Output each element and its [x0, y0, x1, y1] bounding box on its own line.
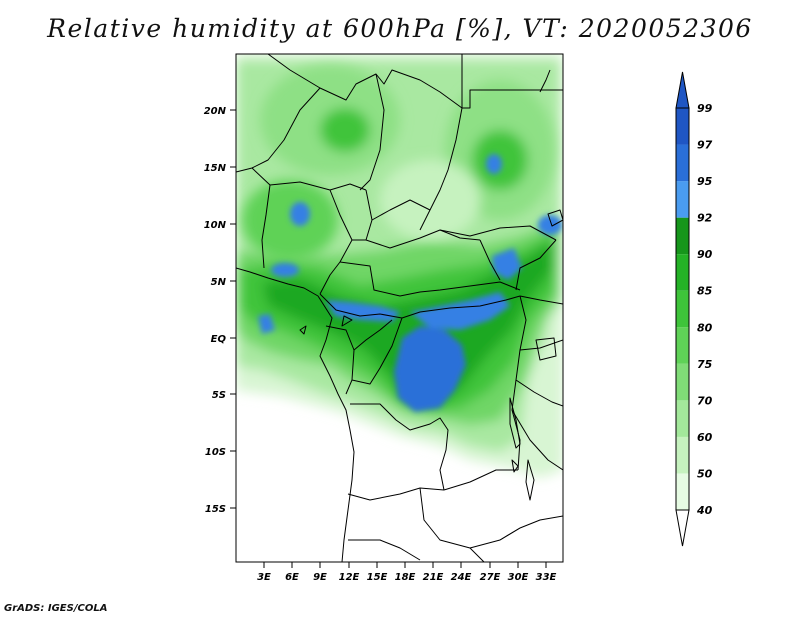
colorbar-label: 80 [697, 321, 713, 334]
x-tick-label: 9E [313, 572, 327, 583]
colorbar-label: 85 [697, 285, 713, 298]
rh-core-gabon [258, 314, 275, 334]
colorbar-label: 97 [697, 139, 713, 152]
map-frame [235, 53, 564, 563]
rh-core-uganda [492, 248, 522, 280]
rh-core-east [538, 215, 562, 235]
colorbar-segment [676, 400, 689, 437]
colorbar-segment [676, 363, 689, 401]
y-tick-label: 5S [212, 390, 226, 401]
colorbar-segment [676, 144, 689, 182]
humidity-field [236, 54, 563, 562]
x-tick-label: 6E [285, 572, 299, 583]
colorbar-label: 75 [697, 358, 713, 371]
grads-credit: GrADS: IGES/COLA [4, 603, 108, 614]
x-tick-label: 18E [395, 572, 416, 583]
rh-core-sudan [486, 154, 502, 174]
colorbar-label: 50 [697, 467, 713, 480]
colorbar-bottom-arrow [675, 509, 690, 547]
map-title: Relative humidity at 600hPa [%], VT: 202… [47, 14, 753, 43]
country-borders [236, 54, 563, 562]
colorbar-label: 99 [697, 102, 713, 115]
colorbar-segment [676, 473, 689, 510]
x-tick-label: 33E [536, 572, 557, 583]
colorbar: 40 50 60 70 75 80 85 90 92 95 97 99 [675, 71, 713, 547]
x-tick-label: 24E [451, 572, 472, 583]
rh-patch-central [380, 160, 480, 240]
y-tick-label: 15N [204, 163, 227, 174]
x-tick-label: 21E [423, 572, 444, 583]
y-tick-label: 20N [204, 106, 227, 117]
y-tick-label: EQ [211, 334, 227, 345]
rh-core-congo-north [410, 292, 510, 330]
colorbar-segment [676, 327, 689, 364]
colorbar-label: 70 [697, 394, 713, 407]
rh-patch-niger-core [320, 108, 370, 152]
x-tick-label: 15E [367, 572, 388, 583]
y-axis: 20N 15N 10N 5N EQ 5S 10S 15S [204, 106, 236, 515]
y-tick-label: 10S [205, 447, 226, 458]
colorbar-segment [676, 254, 689, 291]
colorbar-segment [676, 217, 689, 255]
colorbar-label: 95 [697, 175, 713, 188]
rh-patch-nigeria [242, 180, 338, 260]
rh-band-92 [262, 240, 552, 404]
colorbar-segment [676, 290, 689, 328]
rh-core-nigeria [290, 202, 310, 226]
y-tick-label: 15S [205, 504, 226, 515]
y-tick-label: 5N [211, 277, 227, 288]
colorbar-segment [676, 181, 689, 218]
x-tick-label: 27E [480, 572, 501, 583]
x-tick-label: 30E [508, 572, 529, 583]
x-axis: 3E 6E 9E 12E 15E 18E 21E 24E 27E 30E 33E [257, 562, 557, 583]
colorbar-segment [676, 108, 689, 145]
colorbar-label: 90 [697, 248, 713, 261]
colorbar-top-arrow [675, 71, 690, 109]
y-tick-label: 10N [204, 220, 227, 231]
colorbar-label: 60 [697, 431, 713, 444]
x-tick-label: 12E [339, 572, 360, 583]
colorbar-label: 40 [696, 504, 713, 517]
x-tick-label: 3E [257, 572, 271, 583]
rh-core-west [271, 263, 299, 277]
colorbar-outline [675, 107, 690, 511]
rh-core-congo [394, 326, 466, 412]
colorbar-label: 92 [697, 212, 713, 225]
colorbar-segment [676, 436, 689, 474]
